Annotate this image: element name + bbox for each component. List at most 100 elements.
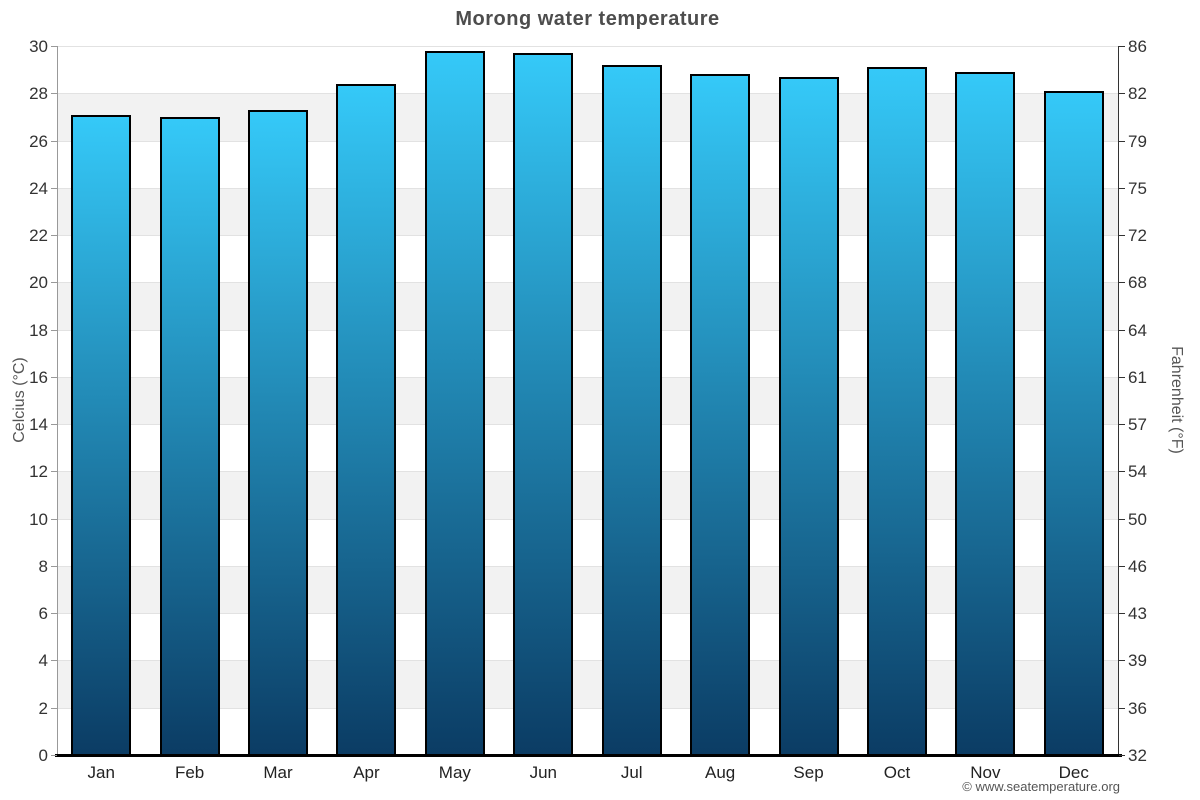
bar-feb xyxy=(159,116,220,755)
x-tick-label-nov: Nov xyxy=(970,763,1001,782)
y-tickmark-left xyxy=(51,660,57,662)
gridline xyxy=(57,471,1118,473)
x-tick-label-sep: Sep xyxy=(793,763,824,782)
y-tickmark-right xyxy=(1119,329,1125,331)
y-tickmark-left xyxy=(51,187,57,189)
gridline xyxy=(57,329,1118,331)
gridline xyxy=(57,707,1118,709)
y-tick-left: 22 xyxy=(29,226,48,246)
y-tickmark-right xyxy=(1119,613,1125,615)
x-tick-label-apr: Apr xyxy=(353,763,380,782)
y-tickmark-right xyxy=(1119,376,1125,378)
y-tickmark-left xyxy=(51,518,57,520)
y-tickmark-left xyxy=(51,140,57,142)
x-tick-label-may: May xyxy=(438,763,471,782)
y-tick-right: 46 xyxy=(1128,556,1147,576)
x-axis-line xyxy=(55,754,1122,757)
chart-title: Morong water temperature xyxy=(455,8,720,30)
y-tick-right: 79 xyxy=(1128,131,1147,151)
gridline xyxy=(57,282,1118,284)
y-tickmark-right xyxy=(1119,518,1125,520)
gridline xyxy=(57,46,1118,47)
y-tick-right: 54 xyxy=(1128,462,1147,482)
y-tick-right: 86 xyxy=(1128,37,1147,56)
bar-mar xyxy=(248,109,309,755)
y-tickmark-right xyxy=(1119,187,1125,189)
y-tick-left: 6 xyxy=(38,604,48,624)
plot-band xyxy=(57,140,1118,188)
y-tick-right: 36 xyxy=(1128,698,1147,718)
bar-jul xyxy=(601,64,662,755)
y-tick-left: 20 xyxy=(29,273,48,293)
y-tickmark-right xyxy=(1119,660,1125,662)
plot-area xyxy=(57,46,1118,756)
bar-sep xyxy=(778,76,839,755)
y-tick-left: 14 xyxy=(29,415,48,435)
y-tickmark-left xyxy=(51,329,57,331)
y-tick-left: 24 xyxy=(29,178,48,198)
gridline xyxy=(57,93,1118,95)
y-tick-left: 0 xyxy=(38,746,48,765)
plot-band xyxy=(57,565,1118,614)
y-tickmark-left xyxy=(51,613,57,615)
gridline xyxy=(57,518,1118,520)
y-axis-line-right xyxy=(1118,46,1119,755)
x-tick-label-dec: Dec xyxy=(1058,763,1089,782)
bar-oct xyxy=(866,67,927,755)
y-tickmark-right xyxy=(1119,707,1125,709)
gridline xyxy=(57,424,1118,426)
bar-jan xyxy=(71,114,132,755)
y-tickmark-left xyxy=(51,565,57,567)
plot-band xyxy=(57,613,1118,661)
gridline xyxy=(57,235,1118,237)
gridline xyxy=(57,613,1118,615)
y-tick-right: 39 xyxy=(1128,651,1147,671)
x-tick-label-jan: Jan xyxy=(87,763,115,782)
y-tickmark-left xyxy=(51,235,57,237)
plot-band xyxy=(57,235,1118,283)
y-tickmark-right xyxy=(1119,140,1125,142)
plot-band xyxy=(57,518,1118,566)
plot-band xyxy=(57,707,1118,755)
y-tick-right: 57 xyxy=(1128,415,1147,435)
y-tickmark-right xyxy=(1119,424,1125,426)
x-tick-label-oct: Oct xyxy=(883,763,911,782)
y-tick-left: 18 xyxy=(29,320,48,340)
y-tick-right: 43 xyxy=(1128,604,1147,624)
y-axis-line-left xyxy=(57,46,58,755)
y-tick-right: 61 xyxy=(1128,367,1147,387)
y-tick-left: 2 xyxy=(38,698,48,718)
y-tick-right: 82 xyxy=(1128,84,1147,104)
y-tick-left: 16 xyxy=(29,367,48,387)
y-tickmark-right xyxy=(1119,755,1125,756)
plot-band xyxy=(57,187,1118,236)
y-tickmark-right xyxy=(1119,565,1125,567)
y-tick-left: 10 xyxy=(29,509,48,529)
y-tickmark-right xyxy=(1119,46,1125,47)
y-tick-right: 75 xyxy=(1128,178,1147,198)
gridline xyxy=(57,140,1118,142)
copyright-link[interactable]: © www.seatemperature.org xyxy=(962,779,1120,794)
y-tick-right: 64 xyxy=(1128,320,1147,340)
bar-aug xyxy=(690,74,751,755)
y-tickmark-right xyxy=(1119,471,1125,473)
x-tick-label-feb: Feb xyxy=(174,763,205,782)
y-tick-right: 72 xyxy=(1128,226,1147,246)
y-tick-right: 50 xyxy=(1128,509,1147,529)
plot-band xyxy=(57,46,1118,94)
plot-band xyxy=(57,424,1118,472)
y-tick-left: 4 xyxy=(38,651,48,671)
bar-apr xyxy=(336,83,397,755)
bar-may xyxy=(424,50,485,755)
plot-band xyxy=(57,376,1118,425)
x-tick-label-jul: Jul xyxy=(620,763,643,782)
x-tick-label-mar: Mar xyxy=(263,763,293,782)
y-tickmark-left xyxy=(51,376,57,378)
plot-band xyxy=(57,282,1118,330)
y-tick-right: 32 xyxy=(1128,746,1147,765)
y-tick-right: 68 xyxy=(1128,273,1147,293)
y-tick-left: 28 xyxy=(29,84,48,104)
y-tickmark-left xyxy=(51,46,57,47)
x-tick-label-aug: Aug xyxy=(704,763,736,782)
